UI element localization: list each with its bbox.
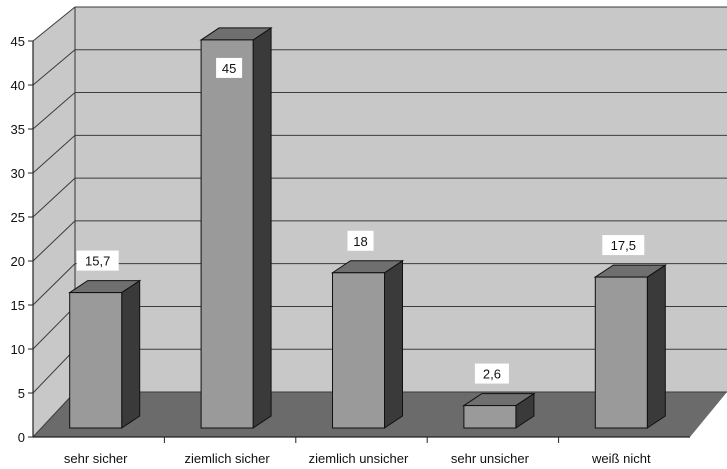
gridline-diagonal [32, 6, 76, 42]
gridline-diagonal [32, 391, 76, 438]
bar [69, 292, 123, 429]
data-label: 18 [353, 234, 367, 249]
gridline-diagonal [32, 92, 76, 130]
x-tick-label: sehr sicher [64, 451, 128, 466]
y-tick-label: 0 [18, 430, 25, 445]
data-label-box [474, 363, 509, 384]
gridline-diagonal [32, 220, 76, 262]
y-tick-label: 35 [11, 122, 25, 137]
bar-side [384, 259, 403, 429]
side-wall [33, 7, 75, 437]
bar-side [646, 264, 666, 429]
y-tick-label: 10 [11, 342, 25, 357]
gridlines [32, 6, 727, 438]
gridline-diagonal [32, 348, 76, 394]
y-tick-label: 15 [11, 298, 25, 313]
gridline-diagonal [32, 263, 76, 306]
data-label: 2,6 [483, 367, 501, 382]
y-tick-label: 20 [11, 254, 25, 269]
y-tick-label: 5 [18, 386, 25, 401]
y-tick-label: 25 [11, 210, 25, 225]
gridline-diagonal [32, 306, 76, 350]
bar-side [121, 279, 141, 429]
y-tick-label: 40 [11, 78, 25, 93]
y-tick-label: 30 [11, 166, 25, 181]
gridline-diagonal [32, 177, 76, 218]
x-tick-label: weiß nicht [591, 451, 651, 466]
bar [332, 272, 385, 429]
data-label-box [602, 235, 645, 256]
bar [200, 39, 254, 429]
data-label-box [76, 250, 119, 271]
bar-side [252, 26, 272, 429]
y-tick-label: 45 [11, 34, 25, 49]
data-label: 17,5 [611, 238, 636, 253]
gridline-diagonal [32, 134, 76, 174]
x-axis: sehr sicher ziemlich sicher ziemlich unsic… [64, 437, 651, 466]
bar [463, 405, 517, 429]
data-label-box [216, 57, 243, 78]
data-label: 15,7 [85, 254, 110, 269]
x-tick-label: ziemlich unsicher [309, 451, 409, 466]
bars: 15,7 45 18 2,6 17,5 [68, 26, 667, 429]
data-label: 45 [222, 61, 236, 76]
x-tick-label: sehr unsicher [451, 451, 530, 466]
y-axis: 0 5 10 15 20 25 30 35 40 45 [11, 34, 690, 445]
x-tick-label: ziemlich sicher [184, 451, 270, 466]
bar [594, 276, 648, 429]
data-label-box [347, 230, 374, 251]
gridline-diagonal [32, 49, 76, 86]
